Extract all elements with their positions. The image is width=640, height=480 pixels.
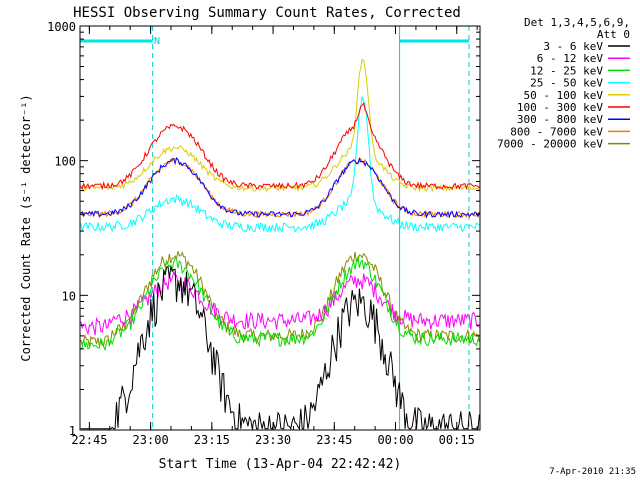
legend-label: 7000 - 20000 keV bbox=[497, 138, 603, 151]
legend-label: 800 - 7000 keV bbox=[510, 125, 603, 138]
y-tick-label: 100 bbox=[54, 155, 76, 169]
series-line-3-6-kev bbox=[80, 265, 480, 431]
y-axis-label: Corrected Count Rate (s⁻¹ detector⁻¹) bbox=[19, 94, 33, 361]
y-tick-label: 10 bbox=[62, 289, 76, 303]
series-line-300-800-kev bbox=[80, 156, 480, 219]
y-tick-label: 1 bbox=[69, 424, 76, 438]
x-tick-label: 22:45 bbox=[71, 433, 107, 447]
legend-label: 25 - 50 keV bbox=[530, 77, 603, 90]
axis-ticks: 22:45 23:00 23:15 23:30 23:45 00:00 00:15 1 10 10… bbox=[47, 20, 480, 447]
y-tick-label: 1000 bbox=[47, 20, 76, 34]
legend-label: 50 - 100 keV bbox=[524, 89, 604, 102]
series-layer bbox=[80, 58, 480, 431]
legend-label: 100 - 300 keV bbox=[517, 101, 603, 114]
x-tick-label: 23:00 bbox=[133, 433, 169, 447]
x-tick-label: 23:15 bbox=[194, 433, 230, 447]
legend-label: 3 - 6 keV bbox=[543, 40, 603, 53]
x-tick-label: 00:15 bbox=[439, 433, 475, 447]
series-line-50-100-kev bbox=[80, 58, 480, 193]
series-line-12-25-kev bbox=[80, 255, 480, 352]
x-axis-label: Start Time (13-Apr-04 22:42:42) bbox=[159, 457, 402, 472]
series-line-100-300-kev bbox=[80, 101, 480, 191]
legend-label: 12 - 25 keV bbox=[530, 64, 603, 77]
chart-title: HESSI Observing Summary Count Rates, Cor… bbox=[73, 5, 461, 21]
series-line-25-50-kev bbox=[80, 96, 480, 233]
series-line-7000-20000-kev bbox=[80, 250, 480, 347]
legend-label: 300 - 800 keV bbox=[517, 113, 603, 126]
night-annotation: N bbox=[154, 36, 160, 47]
night-bars bbox=[80, 26, 470, 430]
x-tick-label: 00:00 bbox=[377, 433, 413, 447]
legend-label: 6 - 12 keV bbox=[537, 52, 604, 65]
x-tick-label: 23:45 bbox=[316, 433, 352, 447]
footer-timestamp: 7-Apr-2010 21:35 bbox=[549, 467, 636, 477]
x-tick-label: 23:30 bbox=[255, 433, 291, 447]
plot-frame bbox=[79, 25, 481, 431]
legend-header-line-1: Det 1,3,4,5,6,9, bbox=[524, 16, 630, 29]
legend-header-line-2: Att 0 bbox=[597, 28, 630, 41]
series-line-6-12-kev bbox=[80, 270, 480, 336]
